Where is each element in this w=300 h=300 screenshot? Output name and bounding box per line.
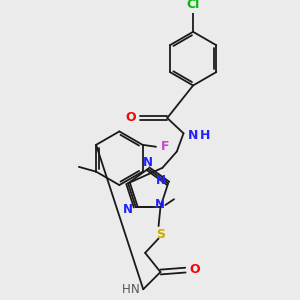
Text: Cl: Cl bbox=[187, 0, 200, 11]
Text: H: H bbox=[122, 283, 130, 296]
Text: N: N bbox=[131, 283, 140, 296]
Text: O: O bbox=[125, 111, 136, 124]
Text: N: N bbox=[154, 199, 165, 212]
Text: O: O bbox=[190, 263, 200, 276]
Text: N: N bbox=[188, 129, 198, 142]
Text: N: N bbox=[143, 156, 153, 169]
Text: F: F bbox=[161, 140, 170, 153]
Text: N: N bbox=[155, 174, 166, 187]
Text: N: N bbox=[123, 203, 133, 216]
Text: S: S bbox=[156, 228, 165, 241]
Text: H: H bbox=[200, 129, 210, 142]
